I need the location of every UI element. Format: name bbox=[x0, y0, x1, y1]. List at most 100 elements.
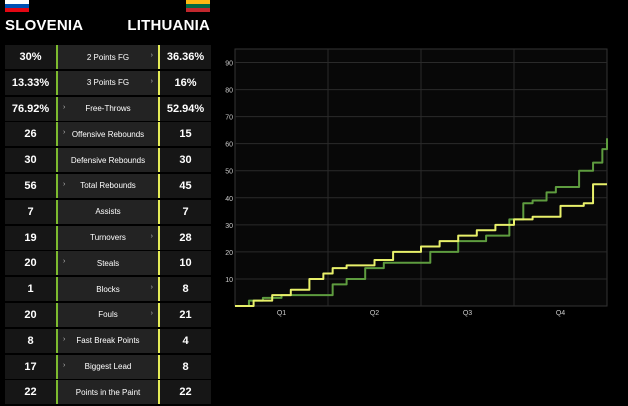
team-name-left: SLOVENIA bbox=[5, 17, 84, 34]
stat-left-value: 7 bbox=[5, 199, 56, 224]
team-name-right: LITHUANIA bbox=[127, 17, 210, 34]
stat-row: 19 Turnovers › 28 bbox=[5, 225, 211, 250]
stat-label-text: Biggest Lead bbox=[84, 362, 132, 372]
stat-row: 20 Fouls › 21 bbox=[5, 302, 211, 327]
stat-label: 3 Points FG › bbox=[56, 70, 160, 95]
stat-left-value: 13.33% bbox=[5, 70, 56, 95]
stat-label-text: Blocks bbox=[96, 284, 120, 294]
y-tick-label: 20 bbox=[225, 250, 233, 257]
stat-right-value: 45 bbox=[160, 173, 211, 198]
arrow-left-icon: › bbox=[63, 129, 66, 137]
stat-label: › Steals bbox=[56, 251, 160, 276]
stat-left-value: 17 bbox=[5, 354, 56, 379]
stat-row: 20 › Steals 10 bbox=[5, 251, 211, 276]
stat-label-text: Defensive Rebounds bbox=[70, 155, 146, 165]
stat-row: 1 Blocks › 8 bbox=[5, 277, 211, 302]
stat-row: 13.33% 3 Points FG › 16% bbox=[5, 70, 211, 95]
stat-label-text: Fouls bbox=[98, 310, 118, 320]
stat-right-value: 28 bbox=[160, 225, 211, 250]
series-line-0 bbox=[235, 138, 608, 307]
stat-right-value: 30 bbox=[160, 148, 211, 173]
stat-row: 30% 2 Points FG › 36.36% bbox=[5, 45, 211, 69]
stat-label: › Biggest Lead bbox=[56, 354, 160, 379]
stat-label: Assists bbox=[56, 199, 160, 224]
stat-left-value: 56 bbox=[5, 173, 56, 198]
stat-left-value: 19 bbox=[5, 225, 56, 250]
stat-label: Blocks › bbox=[56, 277, 160, 302]
stat-left-value: 76.92% bbox=[5, 96, 56, 121]
stat-right-value: 8 bbox=[160, 354, 211, 379]
arrow-right-icon: › bbox=[150, 52, 153, 59]
y-tick-label: 40 bbox=[225, 196, 233, 203]
y-tick-label: 70 bbox=[225, 115, 233, 122]
stat-left-value: 30% bbox=[5, 45, 56, 69]
stat-label: › Free-Throws bbox=[56, 96, 160, 121]
y-tick-label: 10 bbox=[225, 277, 233, 284]
stat-label: › Offensive Rebounds bbox=[56, 122, 160, 147]
stat-row: 56 › Total Rebounds 45 bbox=[5, 173, 211, 198]
lithuania-flag-icon bbox=[186, 0, 210, 12]
arrow-left-icon: › bbox=[63, 103, 66, 111]
stat-left-value: 1 bbox=[5, 277, 56, 302]
stat-label: Points in the Paint bbox=[56, 380, 160, 405]
stat-right-value: 52.94% bbox=[160, 96, 211, 121]
stat-right-value: 8 bbox=[160, 277, 211, 302]
arrow-left-icon: › bbox=[63, 361, 66, 369]
arrow-right-icon: › bbox=[150, 232, 153, 240]
arrow-right-icon: › bbox=[150, 309, 153, 317]
y-tick-label: 80 bbox=[225, 88, 233, 95]
x-tick-label: Q3 bbox=[463, 310, 472, 317]
stat-left-value: 8 bbox=[5, 328, 56, 353]
stats-table: 30% 2 Points FG › 36.36% 13.33% 3 Points FG › 1… bbox=[5, 45, 211, 406]
stat-label-text: Offensive Rebounds bbox=[71, 129, 145, 139]
x-tick-label: Q2 bbox=[370, 310, 379, 317]
stat-label-text: Steals bbox=[96, 258, 120, 268]
stat-row: 30 Defensive Rebounds 30 bbox=[5, 148, 211, 173]
stat-label-text: 2 Points FG bbox=[86, 52, 130, 62]
stat-label-text: Fast Break Points bbox=[76, 336, 140, 346]
stat-right-value: 16% bbox=[160, 70, 211, 95]
slovenia-flag-icon bbox=[5, 0, 29, 12]
stat-left-value: 30 bbox=[5, 148, 56, 173]
stat-label: › Total Rebounds bbox=[56, 173, 160, 198]
series-line-1 bbox=[235, 183, 607, 307]
x-tick-label: Q1 bbox=[277, 310, 286, 317]
stat-row: 8 › Fast Break Points 4 bbox=[5, 328, 211, 353]
stat-row: 22 Points in the Paint 22 bbox=[5, 380, 211, 405]
stat-left-value: 20 bbox=[5, 251, 56, 276]
arrow-left-icon: › bbox=[63, 335, 66, 343]
stat-row: 17 › Biggest Lead 8 bbox=[5, 354, 211, 379]
stat-label-text: Assists bbox=[95, 207, 121, 217]
stat-row: 26 › Offensive Rebounds 15 bbox=[5, 122, 211, 147]
stat-label: 2 Points FG › bbox=[56, 45, 160, 69]
stat-left-value: 20 bbox=[5, 302, 56, 327]
stat-left-value: 22 bbox=[5, 380, 56, 405]
stat-label-text: Free-Throws bbox=[85, 104, 131, 114]
stat-row: 76.92% › Free-Throws 52.94% bbox=[5, 96, 211, 121]
stat-label: Turnovers › bbox=[56, 225, 160, 250]
stat-label: › Fast Break Points bbox=[56, 328, 160, 353]
stat-label-text: 3 Points FG bbox=[86, 78, 130, 88]
stat-right-value: 15 bbox=[160, 122, 211, 147]
stat-label-text: Turnovers bbox=[90, 233, 126, 243]
stat-row: 7 Assists 7 bbox=[5, 199, 211, 224]
stat-left-value: 26 bbox=[5, 122, 56, 147]
y-tick-label: 90 bbox=[225, 61, 233, 68]
stat-label-text: Points in the Paint bbox=[75, 387, 141, 397]
stat-label: Defensive Rebounds bbox=[56, 148, 160, 173]
stat-right-value: 10 bbox=[160, 251, 211, 276]
stat-right-value: 36.36% bbox=[160, 45, 211, 69]
x-tick-label: Q4 bbox=[556, 310, 565, 317]
stat-right-value: 4 bbox=[160, 328, 211, 353]
arrow-left-icon: › bbox=[63, 180, 66, 188]
arrow-right-icon: › bbox=[150, 77, 153, 85]
stat-right-value: 22 bbox=[160, 380, 211, 405]
stat-right-value: 21 bbox=[160, 302, 211, 327]
y-tick-label: 60 bbox=[225, 142, 233, 149]
stat-label-text: Total Rebounds bbox=[80, 181, 136, 191]
score-progression-chart: 10 20 30 40 50 60 70 80 90 Q1 Q2 Q3 Q4 bbox=[225, 48, 608, 317]
arrow-right-icon: › bbox=[150, 284, 153, 292]
y-tick-label: 50 bbox=[225, 169, 233, 176]
stat-label: Fouls › bbox=[56, 302, 160, 327]
y-tick-label: 30 bbox=[225, 223, 233, 230]
